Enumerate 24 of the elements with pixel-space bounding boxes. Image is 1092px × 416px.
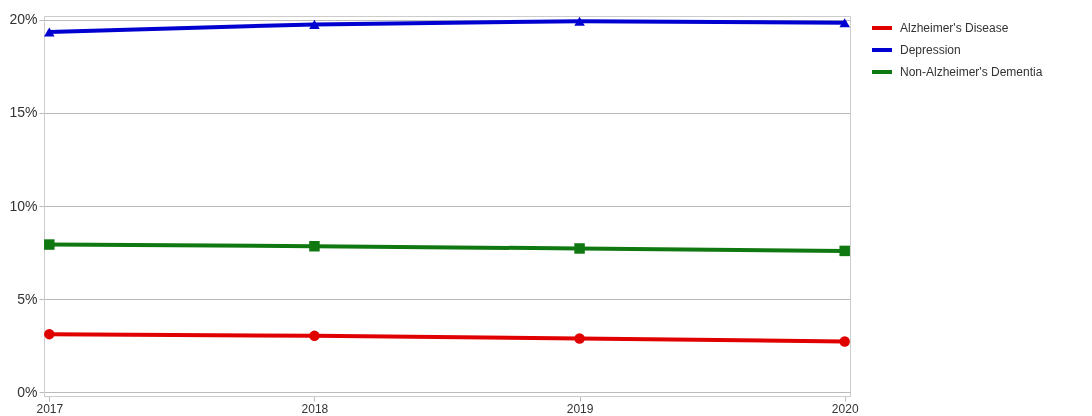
point <box>839 245 850 257</box>
y-tick-label: 15% <box>9 104 38 121</box>
legend-label: Depression <box>900 43 961 57</box>
x-tick-label: 2018 <box>301 401 329 416</box>
point <box>574 16 585 26</box>
y-tick-label: 10% <box>9 197 38 214</box>
point <box>309 240 320 252</box>
point <box>574 243 585 254</box>
x-tick-label: 2017 <box>36 401 64 416</box>
x-tick-label: 2019 <box>566 401 594 416</box>
y-tick-label: 20% <box>9 11 38 28</box>
y-tick-label: 0% <box>17 383 38 400</box>
legend-label: Alzheimer's Disease <box>900 21 1009 35</box>
x-tick-label: 2020 <box>831 401 859 416</box>
point <box>839 336 850 347</box>
point <box>44 27 55 37</box>
point <box>839 18 850 28</box>
point <box>44 328 55 340</box>
point <box>309 330 320 342</box>
legend-label: Non-Alzheimer's Dementia <box>900 65 1043 79</box>
point <box>309 19 320 29</box>
y-tick-label: 5% <box>17 290 38 307</box>
point <box>574 333 585 344</box>
point <box>44 239 55 250</box>
